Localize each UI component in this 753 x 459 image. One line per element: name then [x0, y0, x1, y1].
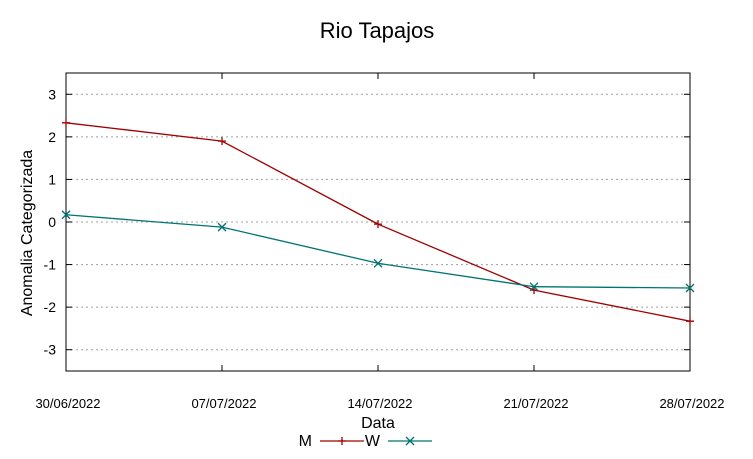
x-axis: 30/06/2022 07/07/2022 14/07/2022 21/07/2022…: [35, 73, 725, 411]
data-point: [61, 210, 71, 220]
series-M: [62, 118, 694, 326]
x-tick-label: 28/07/2022: [659, 396, 724, 411]
y-tick-label: 1: [48, 171, 56, 187]
y-axis-label: Anomalia Categorizada: [19, 150, 36, 316]
y-tick-label: -3: [44, 342, 57, 358]
y-tick-label: 3: [48, 86, 56, 102]
series-W: [61, 210, 695, 293]
data-point: [686, 317, 694, 326]
x-tick-label: 07/07/2022: [191, 396, 256, 411]
data-point: [374, 220, 382, 229]
y-tick-label: -2: [44, 299, 57, 315]
y-tick-label: -1: [44, 257, 57, 273]
data-point: [338, 437, 346, 445]
x-tick-label: 14/07/2022: [347, 396, 412, 411]
y-axis: 3 2 1 0 -1 -2 -3: [44, 86, 690, 358]
data-point: [217, 222, 227, 232]
data-point: [685, 283, 695, 293]
data-point: [218, 137, 226, 146]
data-point: [373, 258, 383, 268]
y-tick-label: 2: [48, 129, 56, 145]
legend-label-M: M: [299, 433, 312, 450]
chart-title: Rio Tapajos: [320, 18, 435, 43]
data-point: [62, 118, 70, 127]
series-group: [61, 118, 695, 326]
x-axis-label: Data: [361, 415, 395, 432]
x-tick-label: 21/07/2022: [503, 396, 568, 411]
legend-label-W: W: [365, 433, 381, 450]
data-point: [405, 436, 415, 446]
data-point: [529, 282, 539, 292]
x-tick-label: 30/06/2022: [35, 396, 100, 411]
y-tick-label: 0: [48, 214, 56, 230]
